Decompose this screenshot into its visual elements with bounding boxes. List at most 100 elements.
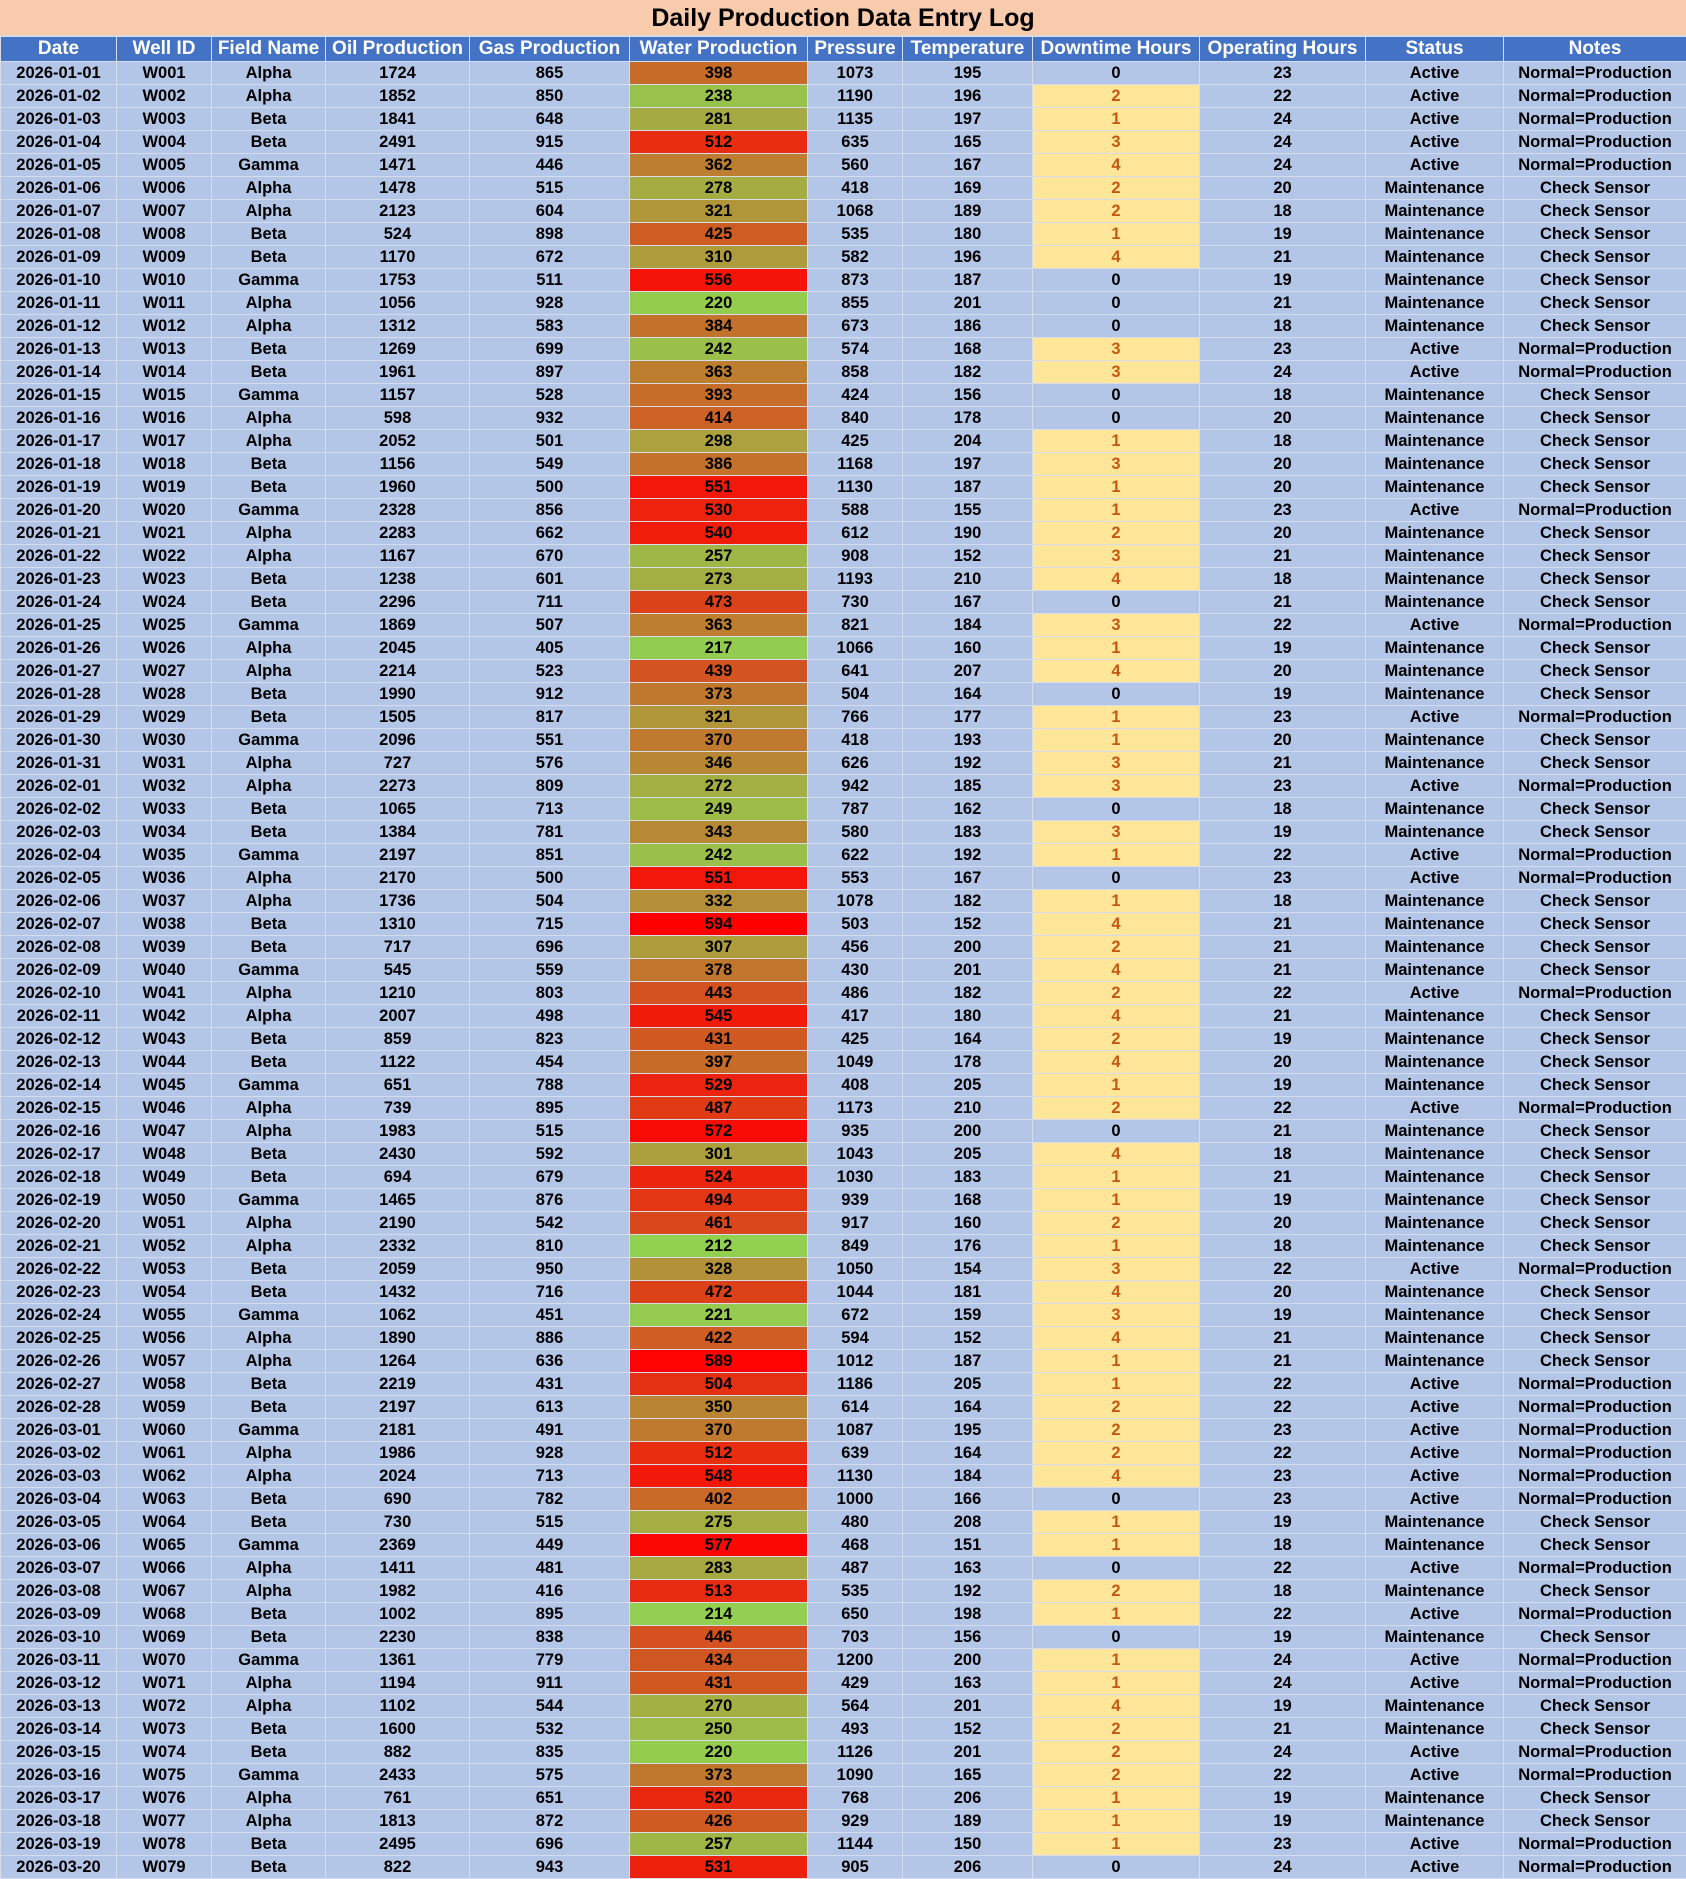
cell: 424 <box>807 383 903 407</box>
cell: 1 <box>1032 889 1200 913</box>
cell: Maintenance <box>1365 659 1504 683</box>
cell: 446 <box>469 153 630 177</box>
data-row: 2026-02-28 W059 Beta 2197 613 350 614 164 2 22 Act… <box>0 1395 1686 1419</box>
cell: 810 <box>469 1234 630 1258</box>
cell: 23 <box>1199 498 1366 522</box>
water-cell: 431 <box>629 1671 808 1695</box>
cell: W006 <box>116 176 212 200</box>
cell: 882 <box>325 1740 470 1764</box>
cell: 1813 <box>325 1809 470 1833</box>
cell: W026 <box>116 636 212 660</box>
cell: Alpha <box>211 1349 326 1373</box>
cell: 198 <box>902 1602 1033 1626</box>
cell: 715 <box>469 912 630 936</box>
cell: 152 <box>902 1326 1033 1350</box>
cell: 2 <box>1032 1579 1200 1603</box>
cell: Alpha <box>211 659 326 683</box>
cell: 694 <box>325 1165 470 1189</box>
cell: Active <box>1365 1418 1504 1442</box>
cell: 3 <box>1032 774 1200 798</box>
data-row: 2026-01-19 W019 Beta 1960 500 551 1130 187 1 20 Ma… <box>0 475 1686 499</box>
cell: 1 <box>1032 1188 1200 1212</box>
cell: 21 <box>1199 1004 1366 1028</box>
water-cell: 548 <box>629 1464 808 1488</box>
cell: 1186 <box>807 1372 903 1396</box>
data-row: 2026-01-23 W023 Beta 1238 601 273 1193 210 4 18 Ma… <box>0 567 1686 591</box>
cell: 2026-01-28 <box>0 682 117 706</box>
water-cell: 425 <box>629 222 808 246</box>
cell: Check Sensor <box>1503 475 1686 499</box>
cell: Check Sensor <box>1503 314 1686 338</box>
cell: 21 <box>1199 1165 1366 1189</box>
water-cell: 414 <box>629 406 808 430</box>
cell: 2026-02-14 <box>0 1073 117 1097</box>
cell: Gamma <box>211 1763 326 1787</box>
cell: Alpha <box>211 84 326 108</box>
data-row: 2026-02-18 W049 Beta 694 679 524 1030 183 1 21 Mai… <box>0 1165 1686 1189</box>
cell: Beta <box>211 1395 326 1419</box>
cell: Alpha <box>211 1671 326 1695</box>
cell: Normal=Production <box>1503 1671 1686 1695</box>
cell: Beta <box>211 1832 326 1856</box>
cell: 604 <box>469 199 630 223</box>
cell: 2 <box>1032 1441 1200 1465</box>
cell: W016 <box>116 406 212 430</box>
cell: 1190 <box>807 84 903 108</box>
water-cell: 384 <box>629 314 808 338</box>
cell: Check Sensor <box>1503 567 1686 591</box>
cell: Alpha <box>211 1786 326 1810</box>
cell: 2214 <box>325 659 470 683</box>
cell: 504 <box>807 682 903 706</box>
cell: 3 <box>1032 1257 1200 1281</box>
cell: 855 <box>807 291 903 315</box>
cell: 1 <box>1032 1533 1200 1557</box>
header-cell: Notes <box>1503 36 1686 62</box>
cell: 19 <box>1199 1625 1366 1649</box>
cell: 20 <box>1199 1211 1366 1235</box>
data-row: 2026-01-13 W013 Beta 1269 699 242 574 168 3 23 Act… <box>0 337 1686 361</box>
cell: 20 <box>1199 1280 1366 1304</box>
cell: 21 <box>1199 912 1366 936</box>
cell: Active <box>1365 1855 1504 1879</box>
water-cell: 362 <box>629 153 808 177</box>
cell: 151 <box>902 1533 1033 1557</box>
cell: 636 <box>469 1349 630 1373</box>
cell: 187 <box>902 1349 1033 1373</box>
cell: Normal=Production <box>1503 84 1686 108</box>
cell: 1471 <box>325 153 470 177</box>
cell: Beta <box>211 337 326 361</box>
cell: 865 <box>469 61 630 85</box>
water-cell: 551 <box>629 475 808 499</box>
cell: Active <box>1365 1648 1504 1672</box>
cell: Gamma <box>211 958 326 982</box>
cell: 24 <box>1199 153 1366 177</box>
cell: Maintenance <box>1365 1142 1504 1166</box>
cell: 187 <box>902 268 1033 292</box>
cell: Maintenance <box>1365 636 1504 660</box>
cell: 2 <box>1032 84 1200 108</box>
cell: Alpha <box>211 521 326 545</box>
cell: 18 <box>1199 1142 1366 1166</box>
cell: Check Sensor <box>1503 1786 1686 1810</box>
cell: 822 <box>325 1855 470 1879</box>
cell: 18 <box>1199 567 1366 591</box>
cell: Gamma <box>211 728 326 752</box>
cell: Maintenance <box>1365 1809 1504 1833</box>
cell: 766 <box>807 705 903 729</box>
data-row: 2026-03-13 W072 Alpha 1102 544 270 564 201 4 19 Ma… <box>0 1694 1686 1718</box>
water-cell: 431 <box>629 1027 808 1051</box>
cell: 730 <box>807 590 903 614</box>
data-row: 2026-02-13 W044 Beta 1122 454 397 1049 178 4 20 Ma… <box>0 1050 1686 1074</box>
cell: 739 <box>325 1096 470 1120</box>
cell: Active <box>1365 360 1504 384</box>
cell: 165 <box>902 130 1033 154</box>
cell: 2026-01-23 <box>0 567 117 591</box>
cell: Alpha <box>211 199 326 223</box>
cell: Maintenance <box>1365 1786 1504 1810</box>
data-row: 2026-01-28 W028 Beta 1990 912 373 504 164 0 19 Mai… <box>0 682 1686 706</box>
cell: 19 <box>1199 636 1366 660</box>
cell: Active <box>1365 1832 1504 1856</box>
cell: W075 <box>116 1763 212 1787</box>
data-row: 2026-02-24 W055 Gamma 1062 451 221 672 159 3 19 Ma… <box>0 1303 1686 1327</box>
cell: 670 <box>469 544 630 568</box>
